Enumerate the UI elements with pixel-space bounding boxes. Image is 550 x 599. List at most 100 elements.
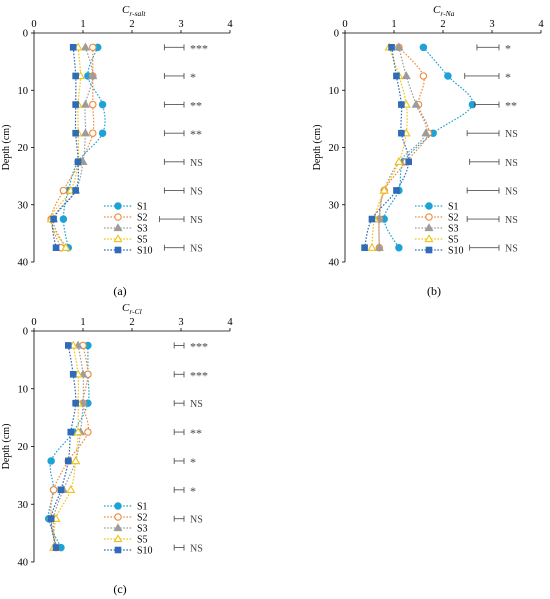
error-bar (173, 371, 185, 378)
data-point-s10 (65, 457, 72, 465)
y-tick-label: 30 (18, 500, 29, 511)
panel-label-a: (a) (113, 284, 126, 298)
data-point-s1 (59, 215, 68, 223)
data-point-s5 (66, 485, 76, 493)
significance-label: * (505, 70, 511, 84)
significance-label: *** (190, 339, 208, 353)
legend-item: S2 (415, 213, 459, 224)
legend-label: S10 (448, 246, 464, 257)
legend-marker (114, 246, 122, 254)
data-point-s3 (88, 71, 98, 80)
data-point-s1 (47, 457, 55, 465)
y-axis-label: Depth (cm) (1, 424, 12, 470)
error-bar (163, 72, 185, 79)
legend-item: S10 (415, 246, 464, 257)
y-tick-label: 40 (329, 258, 340, 269)
error-bar (466, 187, 500, 194)
legend-item: S1 (104, 202, 148, 213)
error-bar (159, 216, 185, 223)
legend-marker (114, 202, 122, 210)
error-bar (476, 44, 500, 51)
significance-label: NS (190, 186, 203, 197)
data-point-s2 (49, 486, 58, 494)
legend-item: S10 (104, 246, 153, 257)
legend-marker (113, 534, 123, 543)
significance-label: NS (190, 244, 203, 255)
significance-label: NS (505, 215, 518, 226)
legend-label: S10 (137, 246, 153, 257)
legend-item: S2 (104, 513, 148, 524)
error-bar (173, 457, 185, 464)
significance-label: * (190, 455, 196, 469)
y-tick-label: 20 (18, 442, 29, 453)
significance-label: NS (190, 544, 203, 555)
legend-marker (114, 502, 122, 510)
data-point-s3 (421, 128, 431, 137)
y-tick-label: 0 (334, 29, 339, 40)
y-axis-label: Depth (cm) (1, 125, 12, 171)
significance-label: *** (190, 41, 208, 55)
data-point-s2 (84, 428, 92, 436)
data-point-s10 (398, 101, 405, 108)
y-tick-label: 20 (18, 143, 29, 154)
data-point-s5 (367, 242, 377, 251)
significance-label: NS (190, 515, 203, 526)
significance-label: NS (505, 158, 518, 169)
legend-label: S1 (448, 202, 459, 213)
data-point-s10 (398, 129, 405, 137)
data-point-s5 (71, 456, 81, 465)
significance-label: NS (505, 129, 518, 140)
legend-item: S3 (104, 523, 148, 535)
data-point-s3 (80, 128, 90, 137)
significance-label: NS (505, 244, 518, 255)
series-line-s1 (62, 47, 106, 248)
data-point-s5 (394, 157, 404, 165)
error-bar (173, 400, 185, 407)
legend-label: S5 (448, 235, 459, 246)
panel-label-b: (b) (427, 284, 441, 298)
data-point-s2 (89, 100, 97, 109)
data-point-s1 (395, 243, 403, 252)
data-point-s10 (393, 187, 400, 194)
error-bar (469, 158, 500, 165)
error-bar (163, 158, 185, 165)
error-bar (173, 429, 185, 436)
significance-label: * (190, 484, 196, 498)
data-point-s10 (69, 44, 77, 51)
data-point-s10 (72, 399, 79, 407)
y-tick-label: 30 (18, 200, 29, 211)
legend-label: S2 (137, 213, 148, 224)
error-bar (474, 101, 500, 108)
legend-label: S2 (448, 213, 459, 224)
legend-item: S1 (415, 202, 459, 213)
x-tick-label: 1 (80, 19, 85, 30)
y-tick-label: 30 (329, 200, 340, 211)
y-tick-label: 10 (18, 86, 29, 97)
error-bar (163, 187, 185, 194)
data-point-s3 (80, 42, 90, 51)
data-point-s10 (72, 187, 79, 194)
legend-item: S1 (104, 502, 148, 513)
legend-label: S5 (137, 535, 148, 546)
data-point-s10 (52, 544, 60, 551)
data-point-s10 (57, 486, 65, 494)
x-tick-label: 2 (129, 19, 134, 30)
y-axis-label: Depth (cm) (312, 125, 323, 171)
legend-marker (425, 213, 433, 221)
data-point-s5 (379, 185, 389, 194)
error-bar (173, 342, 185, 349)
x-tick-label: 0 (31, 19, 36, 30)
error-bar (163, 101, 185, 108)
legend-marker (424, 234, 434, 243)
data-point-s1 (98, 100, 107, 109)
legend-label: S1 (137, 202, 148, 213)
data-point-s10 (72, 101, 79, 108)
legend-label: S5 (137, 235, 148, 246)
y-tick-label: 40 (18, 558, 29, 569)
x-tick-label: 1 (80, 317, 85, 328)
legend-item: S3 (415, 223, 459, 235)
legend-item: S10 (104, 546, 153, 557)
x-tick-label: 0 (342, 19, 347, 30)
data-point-s5 (73, 427, 83, 436)
